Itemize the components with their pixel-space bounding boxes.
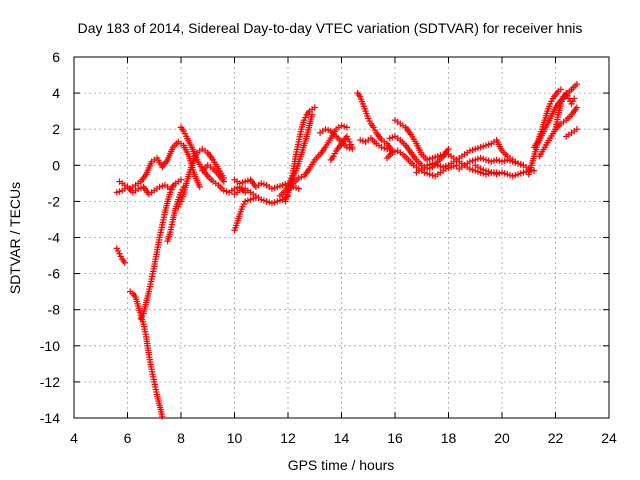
data-point (295, 185, 302, 192)
x-tick-label: 10 (227, 430, 243, 446)
y-axis-title: SDTVAR / TECUs (7, 182, 23, 294)
y-tick-label: -12 (40, 374, 60, 390)
x-tick-label: 20 (494, 430, 510, 446)
x-tick-labels: 4 6 8 10 12 14 16 18 20 22 24 (70, 430, 617, 446)
data-points (113, 80, 581, 420)
y-tick-label: 6 (52, 49, 60, 65)
data-point (573, 104, 581, 111)
data-point (121, 259, 129, 266)
y-tick-label: -14 (40, 410, 60, 426)
data-point (308, 111, 316, 118)
x-tick-label: 22 (548, 430, 564, 446)
x-tick-label: 4 (70, 430, 78, 446)
y-tick-label: 4 (52, 85, 60, 101)
y-tick-label: 2 (52, 121, 60, 137)
chart-title: Day 183 of 2014, Sidereal Day-to-day VTE… (78, 20, 583, 36)
data-point (343, 124, 351, 131)
data-point (453, 162, 460, 169)
data-point (311, 104, 318, 111)
data-point (445, 145, 452, 153)
x-tick-label: 6 (124, 430, 132, 446)
y-tick-label: -4 (48, 230, 61, 246)
data-point (220, 178, 227, 185)
x-tick-label: 16 (387, 430, 403, 446)
y-tick-labels: 6 4 2 0 -2 -4 -6 -8 -10 -12 -14 (40, 49, 60, 426)
data-point (573, 80, 581, 88)
data-point (557, 86, 565, 93)
x-tick-label: 24 (601, 430, 617, 446)
data-point (252, 194, 260, 201)
data-point (349, 145, 356, 153)
data-point (169, 183, 177, 191)
data-point (571, 95, 578, 102)
axis-ticks (73, 56, 610, 419)
y-tick-label: -6 (48, 266, 61, 282)
y-tick-label: -8 (48, 302, 61, 318)
y-tick-label: 0 (52, 157, 60, 173)
x-tick-label: 8 (177, 430, 185, 446)
x-tick-label: 14 (334, 430, 350, 446)
x-axis-title: GPS time / hours (288, 457, 395, 473)
data-point (177, 176, 185, 183)
y-tick-label: -2 (48, 193, 61, 209)
data-point (573, 126, 581, 133)
x-tick-label: 12 (280, 430, 296, 446)
y-tick-label: -10 (40, 338, 60, 354)
data-point (196, 183, 203, 191)
x-tick-label: 18 (441, 430, 457, 446)
data-point (530, 167, 538, 174)
